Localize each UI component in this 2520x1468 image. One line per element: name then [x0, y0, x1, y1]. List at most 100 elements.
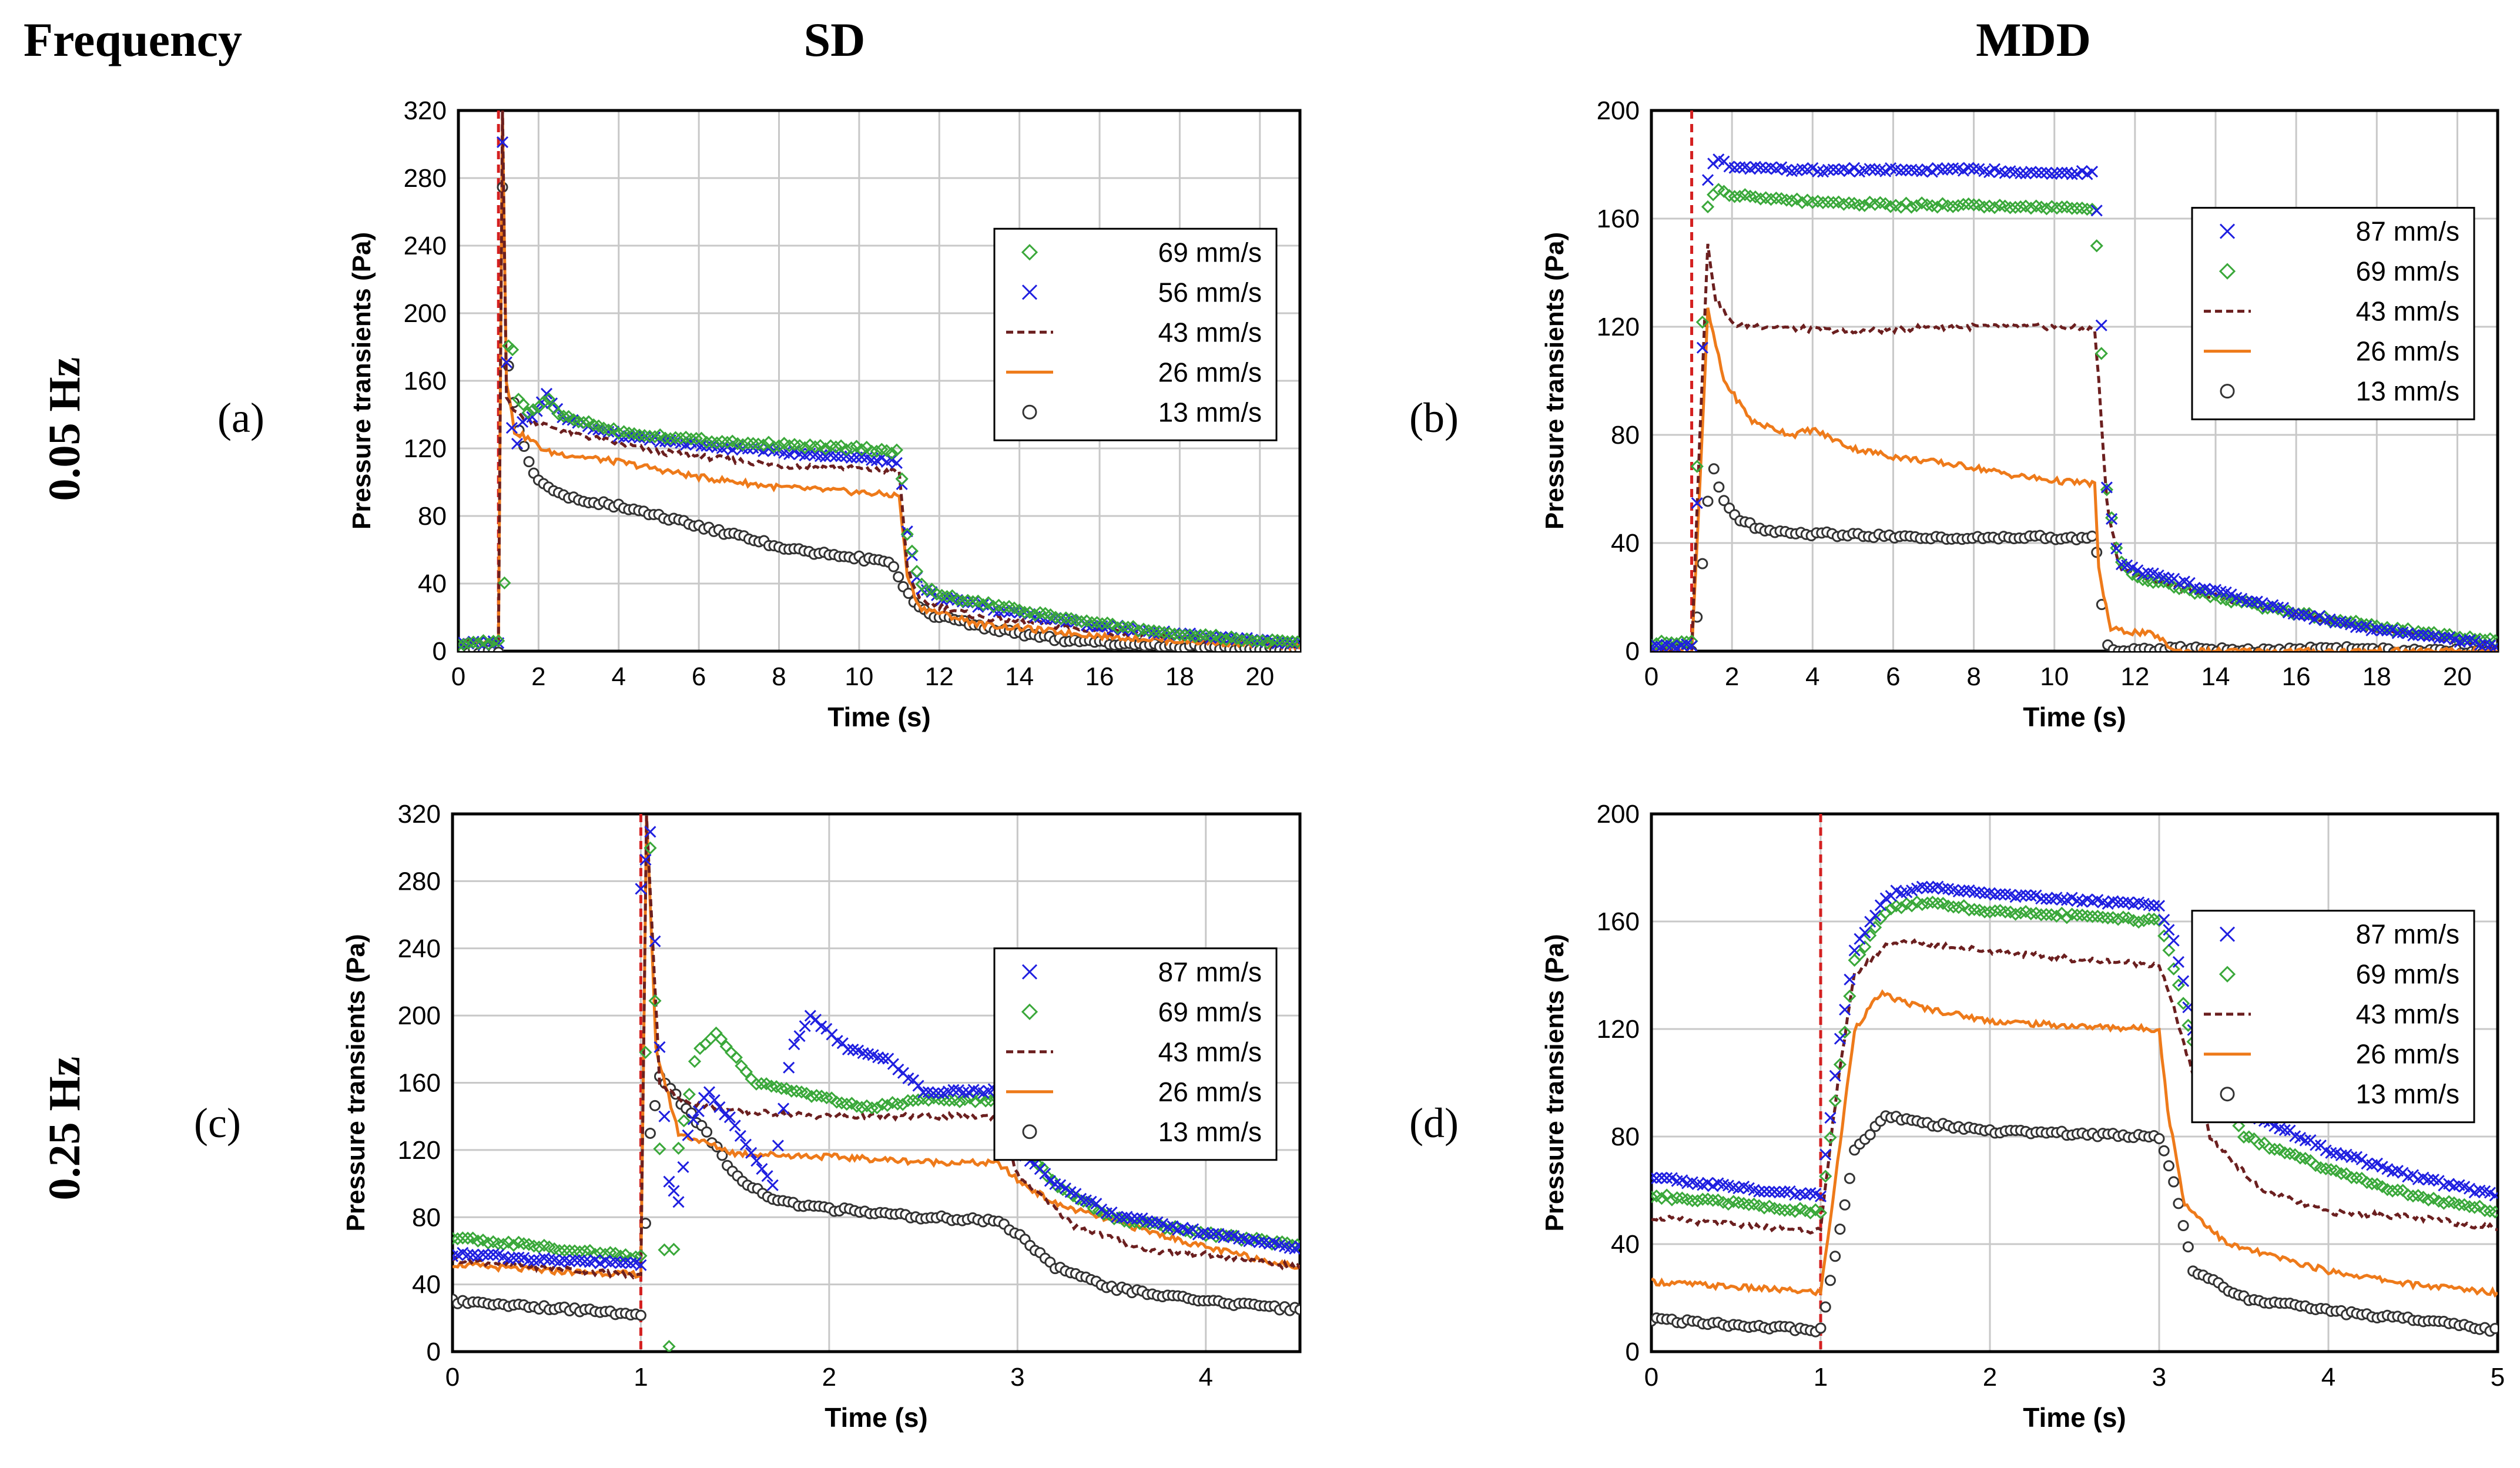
- data-point-c: [682, 1129, 694, 1141]
- legend-swatch-a: [1021, 284, 1038, 300]
- data-point-c: [1039, 1168, 1051, 1180]
- data-point-b: [2412, 629, 2425, 641]
- data-point-c: [1212, 1228, 1225, 1240]
- data-point-a: [987, 600, 1000, 614]
- data-point-c: [979, 1094, 993, 1108]
- data-point-b: [1931, 200, 1944, 214]
- series-line-d: [1651, 989, 2498, 1298]
- data-point-a: [946, 589, 959, 602]
- data-point-d: [2014, 906, 2028, 920]
- data-point-c: [649, 1100, 661, 1111]
- legend-swatch-c: [1021, 1003, 1038, 1020]
- panel-label-a: (a): [217, 394, 264, 441]
- data-point-d: [2371, 1157, 2383, 1169]
- data-point-d: [1839, 1003, 1851, 1016]
- data-point-c: [658, 1243, 671, 1257]
- data-point-c: [558, 1244, 571, 1258]
- data-point-b: [2045, 200, 2059, 213]
- data-point-a: [997, 601, 1011, 614]
- data-point-d: [1828, 1094, 1842, 1108]
- x-tick-label-b: 6: [1886, 662, 1900, 691]
- data-point-b: [1734, 161, 1746, 173]
- data-point-b: [1816, 196, 1830, 210]
- data-point-c: [778, 1102, 790, 1115]
- data-point-c: [1233, 1232, 1245, 1245]
- data-point-c: [568, 1254, 581, 1266]
- data-point-b: [2106, 512, 2118, 525]
- chart-d: (d) 0 1 2 3 4 5 0 40 80 120 160 200 Time (s) Pressure …: [1409, 800, 2505, 1433]
- data-point-c: [537, 1238, 551, 1252]
- row-label-0-05hz: 0.05 Hz: [40, 357, 89, 501]
- x-tick-label-a: 0: [451, 662, 465, 691]
- data-point-c: [658, 1110, 671, 1122]
- data-point-c: [755, 1077, 768, 1091]
- data-point-a: [865, 444, 879, 458]
- data-point-b: [1701, 200, 1715, 214]
- data-point-d: [2345, 1171, 2358, 1184]
- y-tick-label-d: 120: [1597, 1015, 1640, 1044]
- data-point-d: [2163, 1160, 2174, 1172]
- data-point-c: [625, 1257, 637, 1269]
- panel-label-b: (b): [1409, 394, 1459, 441]
- data-point-a: [885, 447, 899, 460]
- data-point-a: [834, 439, 848, 453]
- data-point-c: [644, 826, 656, 838]
- data-point-c: [729, 1051, 743, 1064]
- series-b-26mms: [1651, 307, 2498, 651]
- data-point-d: [1844, 973, 1856, 986]
- data-point-d: [2015, 889, 2027, 901]
- series-line-b: [1651, 307, 2498, 651]
- data-point-c: [579, 1255, 591, 1268]
- y-tick-label-c: 240: [398, 934, 441, 963]
- x-tick-label-b: 8: [1966, 662, 1981, 691]
- data-point-a: [956, 595, 970, 608]
- y-tick-label-a: 200: [404, 299, 447, 328]
- data-point-d: [1824, 1131, 1837, 1144]
- data-point-c: [715, 1033, 728, 1046]
- data-point-a: [741, 436, 755, 450]
- data-point-b: [2422, 630, 2435, 642]
- data-point-d: [1937, 883, 1949, 895]
- data-point-b: [1852, 198, 1866, 212]
- series-a-69mms: [458, 339, 1300, 651]
- x-axis-label-c: Time (s): [825, 1402, 928, 1433]
- x-tick-label-b: 14: [2201, 662, 2230, 691]
- data-point-d: [1706, 1194, 1720, 1207]
- data-point-b: [2100, 481, 2113, 494]
- data-point-a: [1131, 624, 1145, 638]
- y-tick-label-c: 160: [398, 1069, 441, 1098]
- x-tick-label-b: 16: [2282, 662, 2311, 691]
- data-point-a: [845, 441, 858, 455]
- data-point-c: [649, 935, 661, 947]
- y-tick-label-a: 40: [418, 569, 447, 598]
- data-point-d: [1864, 1129, 1876, 1141]
- data-point-a: [684, 432, 698, 446]
- data-point-c: [543, 1254, 555, 1266]
- data-point-b: [1837, 197, 1851, 211]
- data-point-d: [1691, 1194, 1704, 1208]
- data-point-d: [2024, 907, 2038, 921]
- x-tick-label-b: 12: [2120, 662, 2149, 691]
- data-point-c: [589, 1254, 601, 1266]
- series-a-43mms: [458, 110, 1300, 649]
- data-point-c: [750, 1155, 763, 1167]
- data-point-c: [870, 1101, 884, 1115]
- data-point-a: [632, 428, 646, 442]
- data-point-d: [1655, 1192, 1668, 1205]
- y-tick-label-a: 280: [404, 164, 447, 193]
- legend-d: 87 mm/s 69 mm/s 43 mm/s 26 mm/s 13 mm/s: [2191, 910, 2475, 1124]
- data-point-b: [2163, 572, 2175, 585]
- data-point-a: [782, 439, 796, 453]
- data-point-b: [1738, 188, 1752, 202]
- data-point-b: [1696, 341, 1708, 354]
- data-point-d: [1829, 1070, 1841, 1082]
- y-tick-label-d: 200: [1597, 800, 1640, 829]
- data-point-b: [2142, 567, 2154, 579]
- data-point-a: [920, 584, 934, 597]
- data-point-d: [2142, 912, 2156, 926]
- data-point-a: [643, 430, 656, 443]
- data-point-c: [855, 1101, 869, 1114]
- data-point-c: [785, 1084, 798, 1098]
- x-tick-label-a: 4: [612, 662, 626, 691]
- data-point-a: [612, 427, 625, 440]
